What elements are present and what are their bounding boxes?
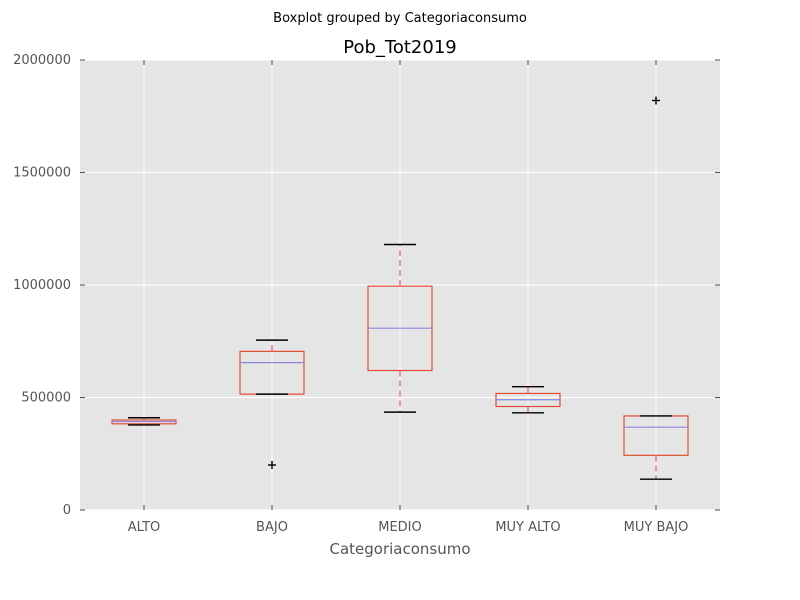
box-group-bajo [239, 339, 305, 469]
x-tick-label: MUY ALTO [495, 520, 560, 535]
box-group-muy-alto [495, 386, 561, 414]
tick-labels: 0 500000 1000000 1500000 2000000 ALTO BAJO MEDI… [13, 53, 688, 535]
chart-title: Pob_Tot2019 [343, 37, 456, 58]
y-tick-label: 500000 [21, 391, 71, 406]
y-tick-label: 0 [63, 503, 71, 518]
y-tick-label: 1000000 [13, 278, 71, 293]
x-tick-label: ALTO [128, 520, 161, 535]
flier-marker [652, 96, 660, 105]
box-group-muy-bajo [623, 96, 689, 480]
x-tick-label: BAJO [256, 520, 288, 535]
x-tick-label: MUY BAJO [624, 520, 689, 535]
flier-marker [268, 461, 276, 469]
boxes [111, 96, 689, 480]
box-group-medio [367, 243, 433, 413]
y-tick-label: 1500000 [13, 166, 71, 181]
box-group-alto [111, 417, 177, 426]
y-tick-label: 2000000 [13, 53, 71, 68]
x-axis-label: Categoriaconsumo [329, 540, 470, 558]
x-tick-label: MEDIO [378, 520, 422, 535]
axis-ticks [80, 59, 720, 511]
chart-suptitle: Boxplot grouped by Categoriaconsumo [273, 11, 527, 26]
